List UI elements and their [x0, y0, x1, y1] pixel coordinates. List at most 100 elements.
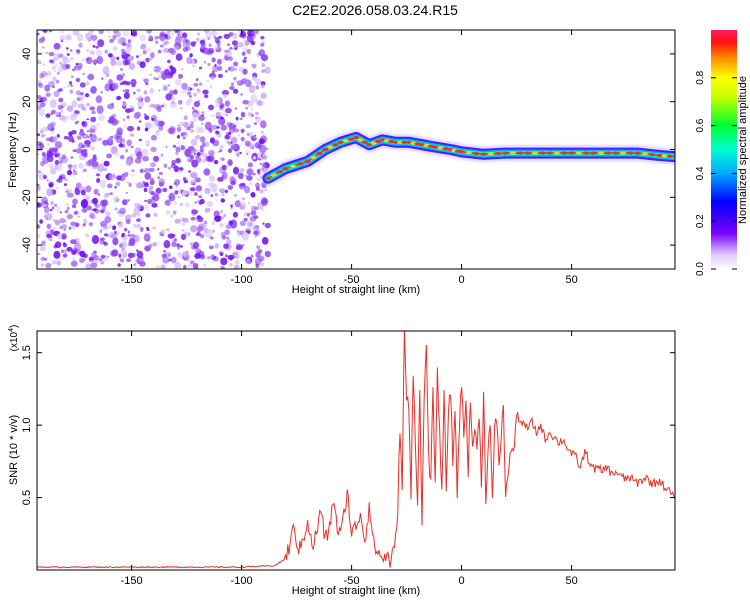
noise-speckle: [216, 133, 222, 138]
noise-speckle: [131, 31, 138, 37]
noise-speckle: [66, 169, 73, 176]
noise-speckle: [234, 200, 241, 208]
noise-speckle: [181, 68, 184, 71]
noise-speckle: [90, 146, 95, 151]
noise-speckle: [151, 118, 155, 121]
noise-speckle: [198, 195, 203, 199]
track-peak: [332, 143, 339, 147]
noise-speckle: [119, 243, 123, 248]
noise-speckle: [264, 66, 271, 74]
noise-speckle: [206, 49, 213, 56]
noise-speckle: [45, 92, 51, 97]
noise-speckle: [113, 46, 118, 51]
track-peak: [661, 154, 668, 158]
noise-speckle: [106, 30, 111, 33]
noise-speckle: [229, 47, 233, 50]
noise-speckle: [98, 114, 105, 122]
noise-speckle: [122, 118, 126, 122]
noise-speckle: [44, 84, 51, 92]
noise-speckle: [43, 258, 48, 261]
noise-speckle: [80, 199, 88, 209]
noise-speckle: [77, 215, 80, 218]
noise-speckle: [260, 36, 265, 40]
noise-speckle: [59, 218, 66, 224]
noise-speckle: [57, 104, 63, 110]
noise-speckle: [127, 118, 131, 122]
noise-speckle: [98, 258, 103, 261]
noise-speckle: [148, 167, 155, 172]
noise-speckle: [234, 79, 237, 83]
noise-speckle: [75, 77, 81, 83]
noise-speckle: [190, 225, 198, 233]
noise-speckle: [72, 68, 75, 72]
noise-speckle: [91, 110, 96, 115]
noise-speckle: [112, 82, 119, 90]
noise-speckle: [224, 135, 232, 141]
noise-speckle: [101, 167, 108, 172]
noise-speckle: [94, 203, 100, 208]
noise-speckle: [224, 229, 230, 236]
noise-speckle: [175, 78, 182, 86]
noise-speckle: [182, 177, 187, 181]
noise-speckle: [199, 254, 206, 260]
noise-speckle: [220, 257, 228, 266]
noise-speckle: [98, 137, 102, 141]
noise-speckle: [112, 237, 119, 246]
track-peak: [357, 138, 364, 142]
noise-speckle: [63, 183, 67, 187]
noise-speckle: [152, 193, 160, 202]
noise-speckle: [79, 82, 86, 88]
noise-speckle: [150, 52, 155, 59]
noise-speckle: [148, 35, 153, 41]
noise-speckle: [88, 30, 94, 34]
noise-speckle: [86, 130, 89, 133]
noise-speckle: [82, 57, 86, 62]
spectrogram-x-label: Height of straight line (km): [292, 284, 420, 296]
noise-speckle: [172, 144, 177, 148]
noise-speckle: [193, 88, 196, 91]
noise-speckle: [261, 154, 268, 160]
noise-speckle: [264, 222, 271, 229]
noise-speckle: [153, 212, 158, 217]
noise-speckle: [100, 254, 106, 259]
noise-speckle: [90, 262, 98, 269]
track-peak: [353, 135, 359, 140]
noise-speckle: [233, 194, 237, 197]
noise-speckle: [58, 156, 65, 162]
noise-speckle: [56, 233, 63, 240]
noise-speckle: [130, 154, 134, 157]
track-peak: [597, 151, 604, 155]
noise-speckle: [123, 171, 129, 178]
track-peak: [531, 151, 538, 155]
noise-speckle: [190, 172, 198, 179]
noise-speckle: [144, 199, 148, 203]
noise-speckle: [218, 117, 226, 126]
noise-speckle: [171, 100, 175, 105]
noise-speckle: [41, 46, 45, 49]
noise-speckle: [133, 263, 136, 267]
noise-speckle: [78, 94, 86, 101]
noise-speckle: [145, 47, 152, 54]
noise-speckle: [93, 188, 99, 195]
noise-speckle: [100, 261, 105, 265]
noise-speckle: [185, 202, 190, 208]
noise-speckle: [234, 107, 237, 110]
noise-speckle: [139, 262, 143, 266]
noise-speckle: [48, 51, 55, 57]
noise-speckle: [246, 48, 251, 55]
noise-speckle: [190, 41, 196, 47]
track-peak: [342, 139, 349, 143]
noise-speckle: [119, 82, 124, 85]
noise-speckle: [123, 123, 128, 128]
noise-speckle: [50, 201, 54, 205]
noise-speckle: [136, 151, 143, 160]
colorbar-tick-label: 0.6: [695, 118, 706, 132]
snr-scale-label: (x104): [8, 325, 20, 352]
noise-speckle: [176, 251, 183, 258]
noise-speckle: [222, 58, 225, 61]
noise-speckle: [85, 233, 88, 236]
noise-speckle: [112, 34, 117, 40]
noise-speckle: [220, 124, 227, 131]
noise-speckle: [186, 56, 193, 64]
noise-speckle: [213, 256, 217, 260]
